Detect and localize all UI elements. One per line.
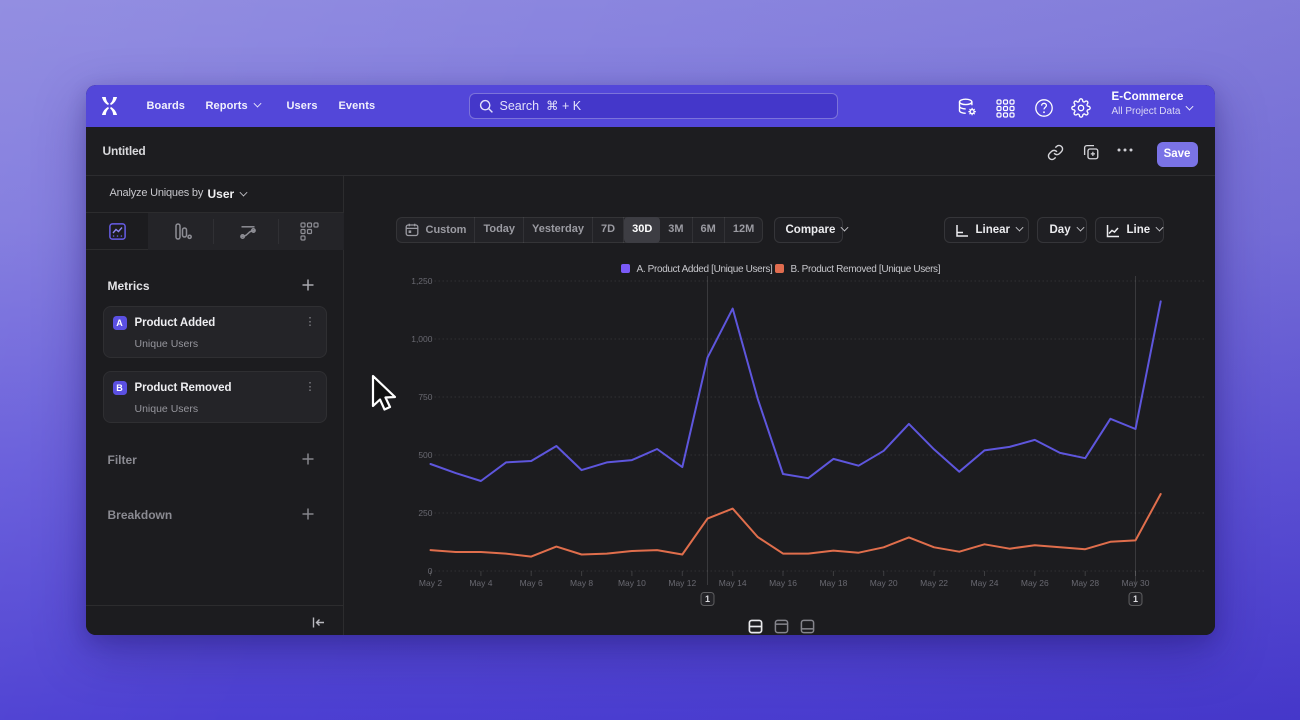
svg-text:May 28: May 28	[1071, 578, 1099, 588]
svg-text:May 4: May 4	[469, 578, 492, 588]
svg-text:1,250: 1,250	[411, 276, 433, 286]
svg-text:May 30: May 30	[1121, 578, 1149, 588]
svg-text:May 10: May 10	[617, 578, 645, 588]
svg-text:May 8: May 8	[570, 578, 593, 588]
svg-text:May 18: May 18	[819, 578, 847, 588]
svg-text:1: 1	[1132, 594, 1137, 604]
svg-text:May 14: May 14	[718, 578, 746, 588]
svg-text:1: 1	[704, 594, 709, 604]
svg-text:1,000: 1,000	[411, 334, 433, 344]
svg-text:500: 500	[418, 450, 432, 460]
svg-text:May 26: May 26	[1020, 578, 1048, 588]
svg-text:May 12: May 12	[668, 578, 696, 588]
svg-text:0: 0	[427, 566, 432, 576]
svg-text:May 24: May 24	[970, 578, 998, 588]
svg-text:May 6: May 6	[519, 578, 542, 588]
svg-text:May 20: May 20	[869, 578, 897, 588]
svg-text:May 22: May 22	[920, 578, 948, 588]
svg-text:May 16: May 16	[769, 578, 797, 588]
svg-text:250: 250	[418, 508, 432, 518]
svg-text:May 2: May 2	[418, 578, 441, 588]
svg-text:750: 750	[418, 392, 432, 402]
